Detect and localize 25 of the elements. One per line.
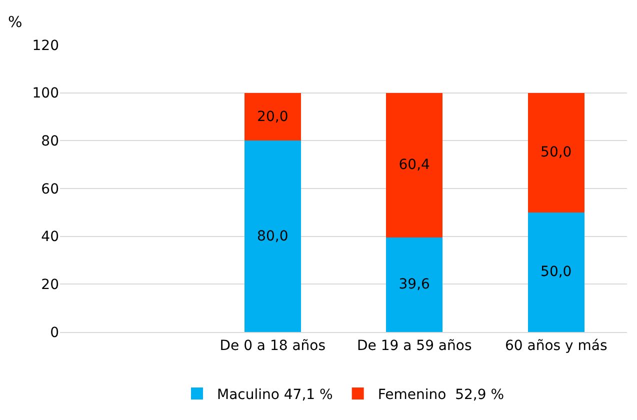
- bar: [528, 92, 584, 212]
- bar: [244, 92, 301, 141]
- x-tick-label: De 19 a 59 años: [357, 338, 472, 354]
- y-tick-label: 0: [50, 324, 59, 341]
- data-label: 39,6: [398, 276, 430, 293]
- bar: [386, 237, 443, 332]
- y-tick-label: 40: [41, 229, 59, 246]
- data-label: 80,0: [257, 228, 288, 244]
- y-tick-label: 120: [32, 38, 59, 54]
- data-label: 20,0: [257, 108, 288, 125]
- x-tick-label: 60 años y más: [504, 338, 608, 354]
- y-tick-label: 20: [41, 277, 59, 294]
- legend-label: Maculino 47,1 %: [217, 386, 333, 403]
- legend-label: Femenino 52,9 %: [378, 386, 504, 403]
- y-axis-title: %: [8, 13, 22, 31]
- data-label: 50,0: [540, 144, 572, 161]
- bar: [244, 140, 301, 332]
- bar: [528, 212, 584, 332]
- y-tick-label: 60: [41, 181, 59, 198]
- bar: [386, 92, 443, 238]
- x-tick-label: De 0 a 18 años: [220, 338, 326, 354]
- data-label: 50,0: [540, 264, 572, 280]
- y-tick-label: 80: [41, 134, 59, 150]
- data-label: 60,4: [398, 157, 430, 174]
- y-tick-label: 100: [32, 86, 59, 102]
